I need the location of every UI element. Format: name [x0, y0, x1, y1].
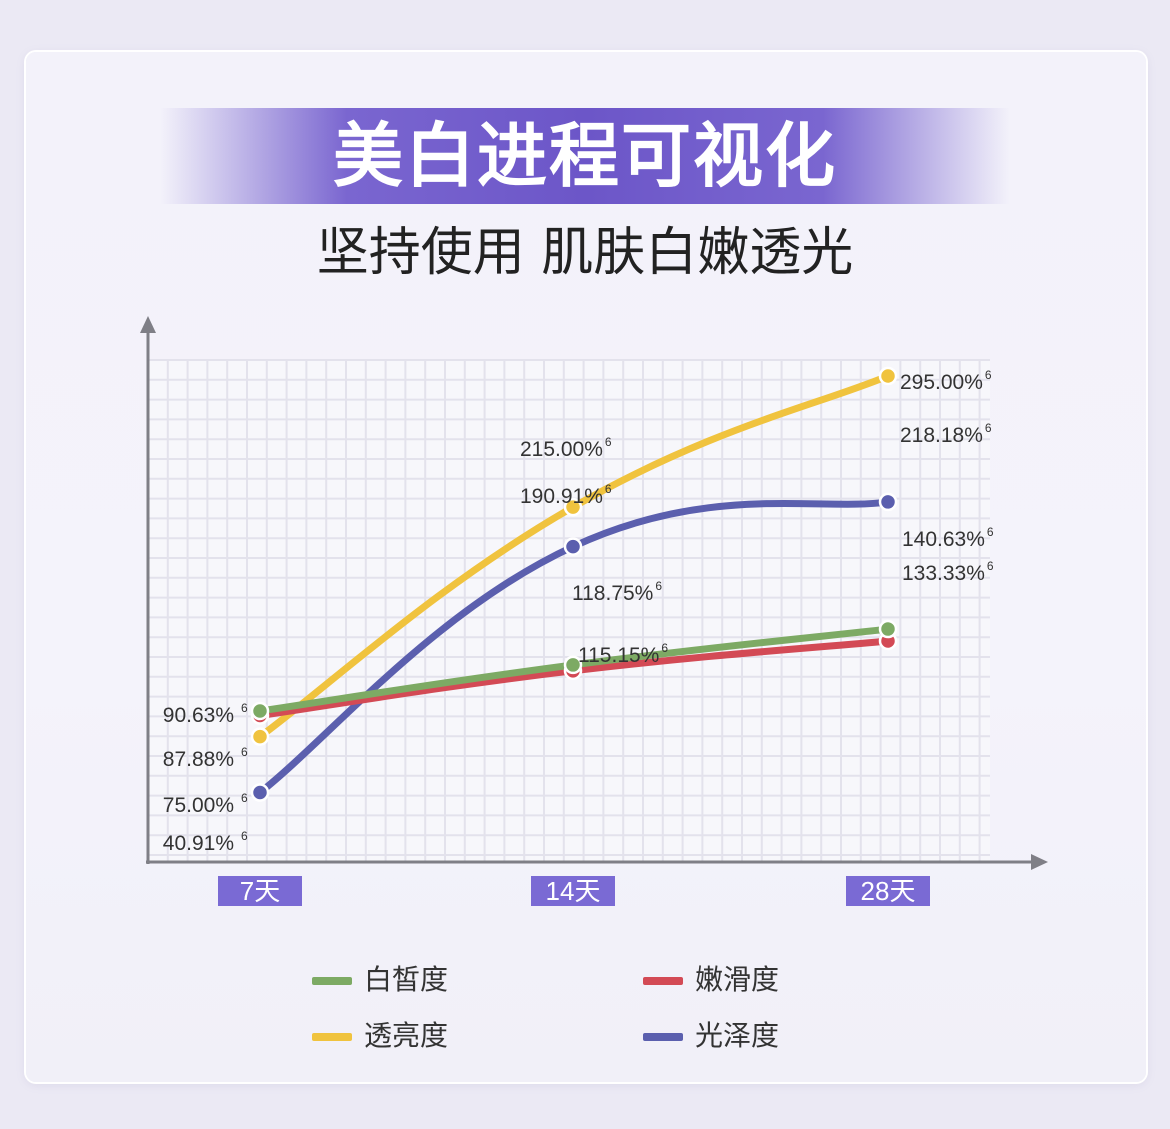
data-label: 140.63%	[902, 528, 985, 551]
data-label: 87.88%	[163, 748, 234, 771]
title-band	[160, 108, 1010, 204]
data-label: 118.75%	[572, 582, 653, 605]
data-point	[878, 619, 898, 639]
x-axis-arrow	[1031, 854, 1048, 870]
footnote-mark: 6	[241, 829, 248, 843]
x-tick-badge	[531, 876, 615, 906]
data-point	[250, 701, 270, 721]
legend-swatch	[643, 1033, 683, 1041]
legend-label: 透亮度	[364, 1019, 449, 1052]
data-label: 40.91%	[163, 832, 234, 855]
data-label: 75.00%	[163, 794, 234, 817]
x-tick-label: 28天	[861, 876, 916, 906]
x-tick-label: 14天	[546, 876, 601, 906]
data-label: 215.00%	[520, 438, 603, 461]
x-tick-badge	[218, 876, 302, 906]
data-point	[250, 783, 270, 802]
data-label: 115.15%	[578, 644, 659, 667]
x-axis-ticks: 7天 14天 28天	[218, 876, 930, 906]
data-label: 218.18%	[900, 424, 983, 447]
footnote-mark: 6	[241, 745, 248, 759]
footnote-mark: 6	[985, 421, 992, 435]
chart-axes	[140, 316, 1048, 870]
data-label: 190.91%	[520, 485, 603, 508]
data-point	[563, 497, 583, 517]
x-tick-label: 7天	[240, 876, 280, 906]
footnote-mark: 6	[661, 641, 668, 655]
footnote-mark: 6	[605, 435, 612, 449]
x-tick-badge	[846, 876, 930, 906]
legend-label: 嫩滑度	[695, 963, 780, 996]
data-point	[250, 727, 270, 746]
chart-title: 美白进程可视化	[333, 115, 837, 197]
y-axis-arrow	[140, 316, 156, 333]
plot-area	[148, 360, 990, 862]
footnote-mark: 6	[987, 525, 994, 539]
data-label: 90.63%	[163, 704, 234, 727]
data-point	[563, 537, 583, 556]
footnote-mark: 6	[655, 579, 662, 593]
data-point	[563, 655, 583, 675]
chart-grid	[147, 359, 990, 862]
data-label: 295.00%	[900, 371, 983, 394]
data-point	[878, 492, 898, 512]
footnote-mark: 6	[987, 559, 994, 573]
legend-swatch	[312, 1033, 352, 1041]
legend-swatch	[312, 977, 352, 985]
legend-label: 光泽度	[695, 1019, 780, 1052]
legend-label: 白皙度	[364, 963, 449, 996]
footnote-mark: 6	[241, 791, 248, 805]
data-point	[878, 366, 898, 386]
chart-subtitle: 坚持使用 肌肤白嫩透光	[316, 223, 854, 283]
data-label: 133.33%	[902, 562, 985, 585]
footnote-mark: 6	[241, 701, 248, 715]
legend-swatch	[643, 977, 683, 985]
footnote-mark: 6	[605, 482, 612, 496]
footnote-mark: 6	[985, 368, 992, 382]
